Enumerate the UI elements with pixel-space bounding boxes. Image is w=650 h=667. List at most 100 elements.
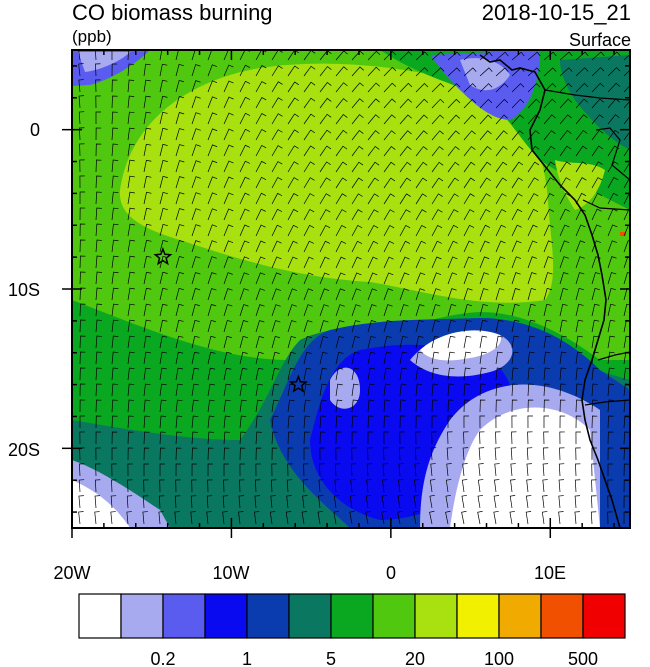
wind-barb xyxy=(399,288,409,301)
wind-barb xyxy=(223,144,234,157)
wind-barb xyxy=(270,479,277,493)
wind-barb xyxy=(206,511,212,525)
wind-barb xyxy=(542,463,549,477)
wind-barb xyxy=(575,383,582,397)
wind-barb xyxy=(303,383,311,397)
wind-barb xyxy=(495,177,507,189)
wind-barb xyxy=(479,431,485,445)
wind-barb xyxy=(239,64,251,77)
wind-barb xyxy=(414,463,420,477)
wind-barb xyxy=(607,98,620,109)
wind-barb xyxy=(271,463,277,477)
wind-barb xyxy=(175,431,182,445)
wind-barb xyxy=(335,351,344,365)
wind-barb xyxy=(255,304,265,317)
units-label: (ppb) xyxy=(72,27,112,46)
wind-barb xyxy=(127,223,136,237)
wind-barb xyxy=(175,447,182,461)
wind-barb xyxy=(127,415,134,429)
wind-barb xyxy=(175,63,184,77)
wind-barb xyxy=(399,161,412,173)
wind-barb xyxy=(207,96,218,109)
wind-barb xyxy=(591,495,597,509)
wind-barb xyxy=(110,495,117,509)
wind-barb xyxy=(127,383,135,397)
wind-barb xyxy=(431,146,444,157)
wind-barb xyxy=(95,367,102,381)
wind-barb xyxy=(527,161,540,173)
wind-barb xyxy=(207,304,217,317)
wind-barb xyxy=(335,304,345,317)
wind-barb xyxy=(111,479,117,493)
wind-barb xyxy=(527,335,535,349)
wind-barb xyxy=(207,415,215,429)
wind-barb xyxy=(334,463,341,477)
wind-barb xyxy=(207,208,218,221)
wind-barb xyxy=(510,479,516,493)
wind-barb xyxy=(191,479,197,493)
wind-barb xyxy=(143,399,151,413)
wind-barb xyxy=(607,67,621,77)
wind-barb xyxy=(95,319,102,333)
wind-barb xyxy=(319,399,327,413)
wind-barb xyxy=(127,143,135,157)
wind-barb xyxy=(254,511,260,525)
wind-barb xyxy=(477,494,483,509)
wind-barb xyxy=(95,223,102,237)
wind-barb xyxy=(319,383,327,397)
wind-barb xyxy=(255,81,267,93)
wind-barb xyxy=(478,447,485,461)
wind-barb xyxy=(543,319,552,333)
wind-barb xyxy=(159,367,167,381)
wind-barb xyxy=(479,240,490,253)
wind-barb xyxy=(559,161,571,173)
wind-barb xyxy=(143,271,152,285)
wind-barb xyxy=(575,224,586,237)
wind-barb xyxy=(207,80,218,93)
wind-barb xyxy=(463,224,475,237)
wind-barb xyxy=(447,67,461,77)
wind-barb xyxy=(511,67,525,77)
wind-barb xyxy=(574,495,581,509)
wind-barb xyxy=(574,511,580,525)
wind-barb xyxy=(255,144,267,157)
wind-barb xyxy=(461,494,467,509)
wind-barb xyxy=(143,95,151,109)
wind-barb xyxy=(543,367,551,381)
wind-barb xyxy=(207,64,218,77)
wind-barb xyxy=(286,495,292,509)
wind-barb xyxy=(287,399,295,413)
colorbar xyxy=(78,593,626,639)
wind-barb xyxy=(527,288,537,301)
wind-barb xyxy=(479,335,488,349)
wind-barb xyxy=(525,511,532,525)
wind-barb xyxy=(142,495,149,509)
wind-barb xyxy=(511,335,519,349)
wind-barb xyxy=(623,131,630,141)
wind-barb xyxy=(271,161,283,173)
wind-barb xyxy=(367,193,379,205)
wind-barb xyxy=(623,69,630,77)
wind-barb xyxy=(207,479,213,493)
wind-barb xyxy=(127,63,134,77)
wind-barb xyxy=(191,64,201,77)
wind-barb xyxy=(510,463,516,477)
wind-barb xyxy=(367,399,375,413)
wind-barb xyxy=(591,129,604,141)
wind-barb xyxy=(239,96,251,109)
wind-barb xyxy=(318,479,324,493)
wind-barb xyxy=(511,51,525,61)
wind-barb xyxy=(415,351,424,365)
wind-barb xyxy=(319,113,332,125)
wind-barb xyxy=(447,224,459,237)
wind-barb xyxy=(413,510,419,525)
wind-barb xyxy=(271,288,282,301)
wind-barb xyxy=(239,192,250,205)
wind-barb xyxy=(463,335,472,349)
wind-barb xyxy=(271,383,280,397)
wind-barb xyxy=(430,447,437,461)
wind-barb xyxy=(575,192,587,205)
wind-barb xyxy=(399,320,409,333)
coastline xyxy=(479,54,621,528)
wind-barb xyxy=(349,495,356,509)
